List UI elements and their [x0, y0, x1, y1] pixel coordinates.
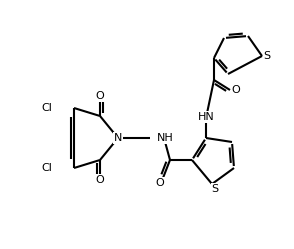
- Text: S: S: [263, 51, 270, 61]
- Text: O: O: [96, 91, 104, 101]
- Text: HN: HN: [198, 112, 214, 122]
- Text: NH: NH: [157, 133, 174, 143]
- Text: O: O: [96, 175, 104, 185]
- Text: O: O: [232, 85, 240, 95]
- Text: Cl: Cl: [41, 103, 52, 113]
- Text: S: S: [211, 184, 218, 194]
- Text: O: O: [156, 178, 164, 188]
- Text: Cl: Cl: [41, 163, 52, 173]
- Text: N: N: [114, 133, 122, 143]
